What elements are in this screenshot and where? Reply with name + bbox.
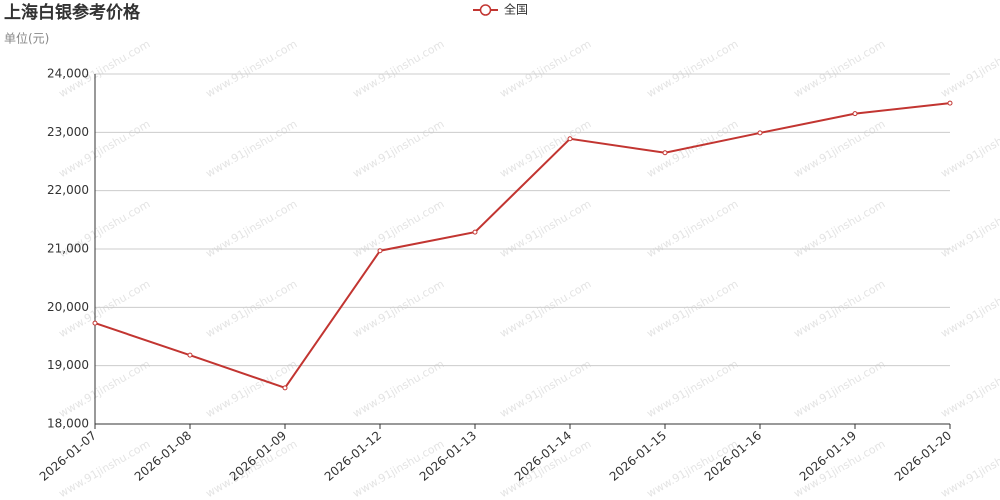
watermark: www.91jinshu.com: [645, 357, 741, 420]
data-point: [472, 229, 478, 235]
y-tick-label: 21,000: [47, 242, 89, 256]
watermark: www.91jinshu.com: [792, 277, 888, 340]
watermark: www.91jinshu.com: [351, 357, 447, 420]
watermark: www.91jinshu.com: [939, 277, 1000, 340]
y-tick-label: 22,000: [47, 183, 89, 197]
watermark: www.91jinshu.com: [645, 117, 741, 180]
watermark: www.91jinshu.com: [351, 277, 447, 340]
watermark: www.91jinshu.com: [204, 37, 300, 100]
watermark: www.91jinshu.com: [939, 37, 1000, 100]
y-tick-label: 19,000: [47, 358, 89, 372]
y-tick-label: 20,000: [47, 300, 89, 314]
watermark: www.91jinshu.com: [351, 37, 447, 100]
data-point: [852, 111, 858, 117]
legend-marker: [479, 4, 492, 16]
watermark: www.91jinshu.com: [204, 277, 300, 340]
watermark: www.91jinshu.com: [792, 37, 888, 100]
watermark: www.91jinshu.com: [792, 197, 888, 260]
watermark: www.91jinshu.com: [498, 197, 594, 260]
data-point: [187, 352, 193, 358]
data-point: [662, 150, 668, 156]
x-tick-label: 2026-01-15: [607, 428, 669, 484]
watermark: www.91jinshu.com: [498, 357, 594, 420]
watermark: www.91jinshu.com: [498, 277, 594, 340]
data-point: [567, 136, 573, 142]
y-tick-label: 23,000: [47, 125, 89, 139]
watermark: www.91jinshu.com: [645, 197, 741, 260]
data-point: [92, 320, 98, 326]
x-tick-label: 2026-01-20: [892, 428, 954, 484]
watermark: www.91jinshu.com: [498, 117, 594, 180]
watermark: www.91jinshu.com: [204, 117, 300, 180]
data-point: [377, 248, 383, 254]
watermark: www.91jinshu.com: [645, 37, 741, 100]
watermark: www.91jinshu.com: [792, 117, 888, 180]
watermark: www.91jinshu.com: [645, 277, 741, 340]
chart-title: 上海白银参考价格: [4, 2, 141, 23]
watermark: www.91jinshu.com: [939, 197, 1000, 260]
data-point: [947, 100, 953, 106]
watermark: www.91jinshu.com: [351, 197, 447, 260]
watermark: www.91jinshu.com: [792, 357, 888, 420]
y-tick-label: 24,000: [47, 67, 89, 81]
watermark: www.91jinshu.com: [939, 437, 1000, 500]
data-point: [757, 130, 763, 136]
watermark: www.91jinshu.com: [939, 357, 1000, 420]
legend-label: 全国: [504, 2, 528, 17]
watermark: www.91jinshu.com: [939, 117, 1000, 180]
series-line: [94, 102, 951, 390]
watermark: www.91jinshu.com: [498, 37, 594, 100]
chart-subtitle: 单位(元): [4, 31, 49, 46]
watermark: www.91jinshu.com: [351, 117, 447, 180]
data-point: [282, 385, 288, 391]
y-tick-label: 18,000: [47, 417, 89, 431]
watermark: www.91jinshu.com: [204, 197, 300, 260]
x-tick-label: 2026-01-08: [132, 428, 194, 484]
